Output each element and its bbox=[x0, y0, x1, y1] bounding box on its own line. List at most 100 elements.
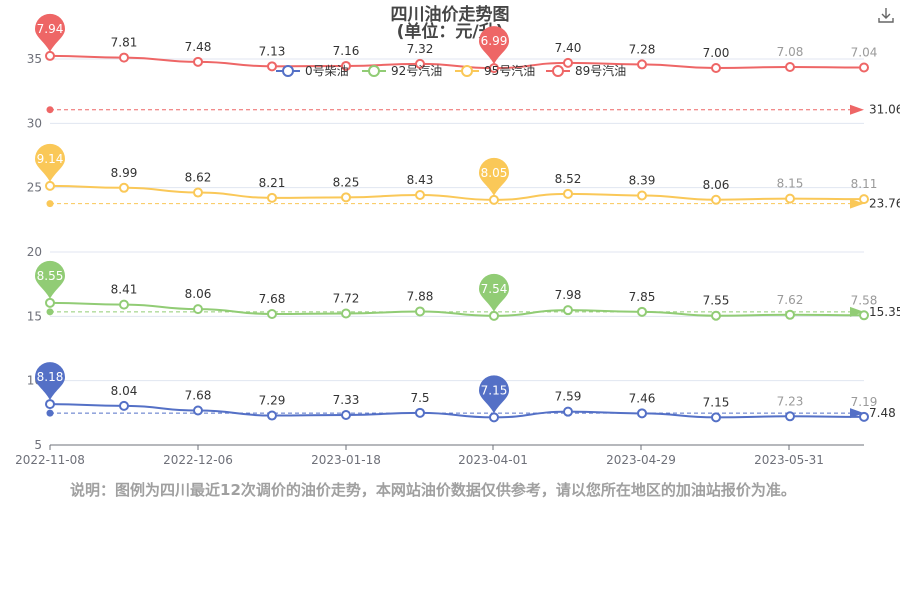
data-label: 7.40 bbox=[555, 41, 582, 55]
data-point[interactable] bbox=[341, 60, 351, 71]
data-point[interactable] bbox=[415, 407, 425, 418]
data-point[interactable] bbox=[119, 182, 129, 193]
data-label: 7.68 bbox=[185, 389, 212, 403]
average-arrow bbox=[850, 198, 864, 209]
extreme-pin-label: 8.18 bbox=[37, 370, 64, 384]
data-label: 7.23 bbox=[777, 394, 804, 408]
y-tick-label: 15 bbox=[27, 309, 42, 323]
x-tick-label: 2023-05-31 bbox=[754, 453, 824, 467]
data-point[interactable] bbox=[193, 56, 203, 67]
data-label: 7.48 bbox=[185, 40, 212, 54]
data-point[interactable] bbox=[193, 405, 203, 416]
average-start-dot bbox=[46, 106, 54, 114]
legend-item-3[interactable]: 89号汽油 bbox=[575, 63, 626, 78]
data-point[interactable] bbox=[119, 299, 129, 310]
data-point[interactable] bbox=[563, 406, 573, 417]
data-point[interactable] bbox=[341, 308, 351, 319]
data-point[interactable] bbox=[711, 63, 721, 74]
chart-subtitle: (单位：元/升) bbox=[397, 21, 504, 42]
data-point[interactable] bbox=[637, 59, 647, 70]
extreme-pin-label: 7.54 bbox=[481, 282, 508, 296]
data-point[interactable] bbox=[415, 306, 425, 317]
data-point[interactable] bbox=[341, 192, 351, 203]
data-point[interactable] bbox=[267, 309, 277, 320]
data-point[interactable] bbox=[489, 310, 499, 321]
extreme-pin bbox=[479, 375, 509, 414]
data-point[interactable] bbox=[489, 194, 499, 205]
data-point[interactable] bbox=[45, 180, 55, 191]
data-point[interactable] bbox=[45, 50, 55, 61]
data-label: 7.13 bbox=[259, 44, 286, 58]
data-label: 8.21 bbox=[259, 176, 286, 190]
extreme-pin-label: 7.15 bbox=[481, 383, 508, 397]
data-point[interactable] bbox=[45, 399, 55, 410]
data-point[interactable] bbox=[119, 400, 129, 411]
data-label: 8.52 bbox=[555, 172, 582, 186]
data-point[interactable] bbox=[785, 193, 795, 204]
data-label: 7.04 bbox=[851, 45, 878, 59]
chart-title: 四川油价走势图 bbox=[391, 4, 510, 25]
data-point[interactable] bbox=[785, 309, 795, 320]
x-tick-label: 2023-04-29 bbox=[606, 453, 676, 467]
extreme-pin-label: 8.05 bbox=[481, 166, 508, 180]
data-label: 8.99 bbox=[111, 166, 138, 180]
data-point[interactable] bbox=[193, 304, 203, 315]
data-point[interactable] bbox=[563, 188, 573, 199]
average-label: 15.35 bbox=[869, 305, 900, 319]
data-point[interactable] bbox=[45, 297, 55, 308]
x-tick-label: 2023-04-01 bbox=[458, 453, 528, 467]
x-tick-label: 2022-12-06 bbox=[163, 453, 233, 467]
data-label: 7.72 bbox=[333, 292, 360, 306]
data-point[interactable] bbox=[193, 187, 203, 198]
data-point[interactable] bbox=[267, 192, 277, 203]
data-point[interactable] bbox=[859, 62, 869, 73]
average-label: 23.76 bbox=[869, 197, 900, 211]
data-point[interactable] bbox=[711, 412, 721, 423]
extreme-pin bbox=[35, 260, 65, 299]
data-label: 7.58 bbox=[851, 293, 878, 307]
legend-item-1[interactable]: 92号汽油 bbox=[391, 63, 442, 78]
legend-item-2[interactable]: 95号汽油 bbox=[484, 63, 535, 78]
data-label: 8.04 bbox=[111, 384, 138, 398]
legend-item-0[interactable]: 0号柴油 bbox=[305, 64, 349, 78]
data-point[interactable] bbox=[415, 190, 425, 201]
data-point[interactable] bbox=[859, 194, 869, 205]
data-label: 8.62 bbox=[185, 171, 212, 185]
data-label: 7.46 bbox=[629, 391, 656, 405]
data-point[interactable] bbox=[637, 306, 647, 317]
data-point[interactable] bbox=[711, 194, 721, 205]
data-point[interactable] bbox=[415, 58, 425, 69]
data-point[interactable] bbox=[859, 310, 869, 321]
data-point[interactable] bbox=[563, 305, 573, 316]
data-point[interactable] bbox=[785, 61, 795, 72]
extreme-pin bbox=[35, 13, 65, 52]
data-point[interactable] bbox=[859, 411, 869, 422]
legend-swatch-marker bbox=[282, 65, 294, 77]
data-point[interactable] bbox=[637, 190, 647, 201]
data-point[interactable] bbox=[119, 52, 129, 63]
data-label: 7.28 bbox=[629, 42, 656, 56]
data-label: 7.68 bbox=[259, 292, 286, 306]
data-point[interactable] bbox=[637, 408, 647, 419]
series-line-3 bbox=[49, 54, 865, 70]
average-arrow bbox=[850, 104, 864, 115]
y-tick-label: 5 bbox=[34, 438, 42, 452]
legend-swatch-marker bbox=[461, 65, 473, 77]
legend-swatch-marker bbox=[368, 65, 380, 77]
data-point[interactable] bbox=[267, 61, 277, 72]
data-point[interactable] bbox=[563, 57, 573, 68]
data-point[interactable] bbox=[711, 310, 721, 321]
data-label: 8.06 bbox=[185, 287, 212, 301]
extreme-pin-label: 6.99 bbox=[481, 34, 508, 48]
extreme-pin-label: 8.55 bbox=[37, 269, 64, 283]
data-point[interactable] bbox=[341, 410, 351, 421]
data-point[interactable] bbox=[489, 412, 499, 423]
download-icon[interactable] bbox=[877, 6, 895, 24]
extreme-pin-label: 7.94 bbox=[37, 22, 64, 36]
data-label: 7.62 bbox=[777, 293, 804, 307]
data-point[interactable] bbox=[267, 410, 277, 421]
series-line-0 bbox=[49, 403, 865, 419]
data-point[interactable] bbox=[785, 411, 795, 422]
x-tick-label: 2022-11-08 bbox=[15, 453, 85, 467]
